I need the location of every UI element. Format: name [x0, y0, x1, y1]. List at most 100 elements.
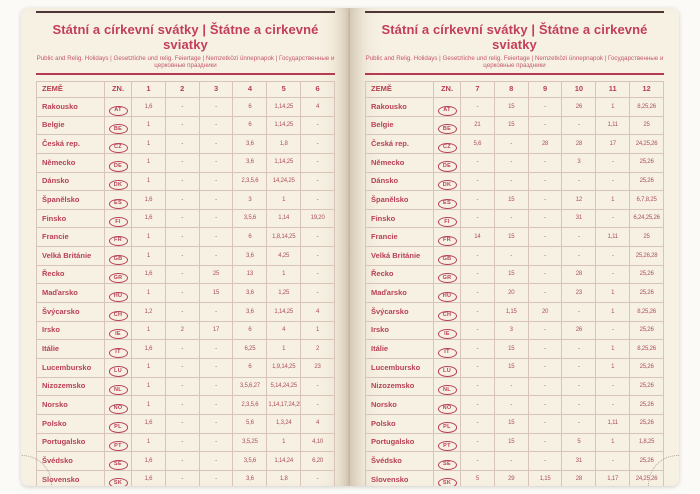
- holiday-cell: -: [595, 264, 631, 285]
- country-code-badge: NL: [437, 385, 457, 395]
- holiday-cell: 1,6: [131, 264, 166, 285]
- holiday-cell: 28: [561, 134, 597, 154]
- holiday-cell: -: [300, 376, 335, 397]
- holiday-cell: 4,25: [266, 246, 302, 266]
- holiday-cell: -: [198, 357, 234, 378]
- holiday-cell: 15: [493, 413, 529, 434]
- table-row: Řecko GR 1,6-25 13 1-: [36, 264, 335, 285]
- holiday-cell: 6,24,25,26: [629, 208, 664, 229]
- holiday-cell: 23: [561, 283, 597, 304]
- country-code-cell: AT: [433, 97, 461, 117]
- holiday-cell: -: [561, 376, 597, 397]
- holiday-cell: 1: [131, 134, 166, 154]
- holiday-cell: 21: [460, 115, 495, 136]
- holiday-cell: 3,6: [232, 134, 268, 154]
- holiday-cell: -: [300, 190, 335, 210]
- country-name: Irsko: [365, 320, 434, 341]
- holiday-cell: 1,8: [266, 469, 302, 486]
- holiday-cell: 25: [629, 115, 664, 136]
- holiday-cell: -: [164, 190, 200, 210]
- holiday-cell: -: [198, 97, 234, 117]
- holiday-cell: 5,6: [232, 413, 268, 434]
- holiday-cell: 12: [561, 190, 597, 210]
- country-code-badge: ES: [108, 198, 128, 209]
- holiday-cell: -: [164, 264, 200, 285]
- country-name: Irsko: [36, 320, 105, 341]
- holiday-cell: -: [595, 152, 631, 173]
- column-header-month: 6: [300, 81, 335, 98]
- country-code-cell: FI: [433, 208, 461, 229]
- holiday-cell: 1,14,25: [266, 115, 302, 136]
- column-header-month: 8: [493, 81, 529, 98]
- holiday-cell: 25,26: [629, 320, 664, 341]
- holiday-cell: 15: [493, 357, 529, 378]
- holiday-cell: 1: [595, 357, 631, 378]
- holiday-cell: 1: [300, 320, 335, 341]
- holiday-cell: -: [198, 190, 234, 210]
- holiday-cell: 1,8,14,25: [266, 227, 302, 248]
- holiday-cell: 25,26: [629, 283, 664, 304]
- country-code-badge: SK: [437, 478, 457, 486]
- holiday-cell: 1,6: [131, 190, 166, 210]
- holiday-cell: -: [198, 395, 234, 415]
- column-header-country: ZEMĚ: [36, 81, 105, 98]
- holiday-cell: 6: [232, 227, 268, 248]
- country-name: Finsko: [36, 208, 105, 229]
- country-code-badge: GB: [437, 254, 457, 265]
- table-row: Lucembursko LU -15- -1 25,26: [365, 357, 664, 378]
- holiday-cell: -: [561, 339, 597, 359]
- column-header-month: 10: [561, 81, 597, 98]
- holiday-cell: 31: [561, 208, 597, 229]
- holiday-cell: -: [595, 376, 631, 397]
- holiday-cell: -: [527, 376, 563, 397]
- holiday-cell: -: [527, 264, 563, 285]
- holiday-cell: -: [164, 227, 200, 248]
- holiday-cell: -: [164, 432, 200, 453]
- holiday-cell: 1: [266, 339, 302, 359]
- holiday-cell: 6: [232, 115, 268, 136]
- holiday-cell: -: [300, 115, 335, 136]
- country-code-badge: CH: [437, 310, 457, 321]
- country-code-badge: FR: [108, 235, 128, 246]
- holiday-cell: 4,10: [300, 432, 335, 453]
- holiday-cell: 4: [266, 320, 302, 341]
- holiday-cell: -: [198, 208, 234, 229]
- table-row: Slovensko SK 5 29 1,15 28 1,17 24,25,26: [365, 469, 664, 486]
- holiday-cell: 15: [493, 115, 529, 136]
- holiday-cell: 1: [131, 432, 166, 453]
- country-name: Velká Británie: [36, 246, 105, 266]
- holiday-cell: 6,20: [300, 451, 335, 471]
- table-row: Lucembursko LU 1- -6 1,9,14,25 23: [36, 357, 335, 378]
- page-subtitle: Public and Relig. Holidays | Gesetzliche…: [365, 55, 664, 69]
- holiday-cell: -: [460, 208, 495, 229]
- holiday-cell: -: [527, 283, 563, 304]
- country-code-cell: PL: [433, 413, 461, 434]
- holiday-cell: -: [595, 208, 631, 229]
- holiday-cell: -: [198, 413, 234, 434]
- holiday-cell: -: [460, 152, 495, 173]
- country-name: Lucembursko: [365, 357, 434, 378]
- country-name: Španělsko: [365, 190, 434, 210]
- red-divider: [36, 73, 335, 75]
- country-code-cell: NL: [104, 376, 132, 397]
- table-row: Itálie IT -15- -1 8,25,26: [365, 339, 664, 359]
- holiday-cell: -: [198, 227, 234, 248]
- holiday-cell: 1,14: [266, 208, 302, 229]
- holiday-cell: -: [595, 451, 631, 471]
- holiday-cell: 1: [131, 283, 166, 304]
- holiday-cell: -: [561, 246, 597, 266]
- page-right: Státní a církevní svátky | Štátne a cirk…: [350, 8, 679, 486]
- holiday-cell: 1,14,25: [266, 302, 302, 322]
- holiday-cell: 25,26: [629, 413, 664, 434]
- holiday-cell: 2,3,5,6: [232, 171, 268, 192]
- holiday-cell: -: [300, 395, 335, 415]
- holiday-cell: -: [164, 152, 200, 173]
- page-title: Státní a církevní svátky | Štátne a cirk…: [52, 22, 319, 52]
- holiday-cell: 1: [595, 97, 631, 117]
- country-code-badge: DK: [437, 180, 457, 190]
- holiday-cell: 1,6: [131, 208, 166, 229]
- holiday-cell: 1: [595, 283, 631, 304]
- country-name: Nizozemsko: [365, 376, 434, 397]
- country-code-badge: LU: [437, 366, 457, 377]
- holiday-cell: -: [460, 264, 495, 285]
